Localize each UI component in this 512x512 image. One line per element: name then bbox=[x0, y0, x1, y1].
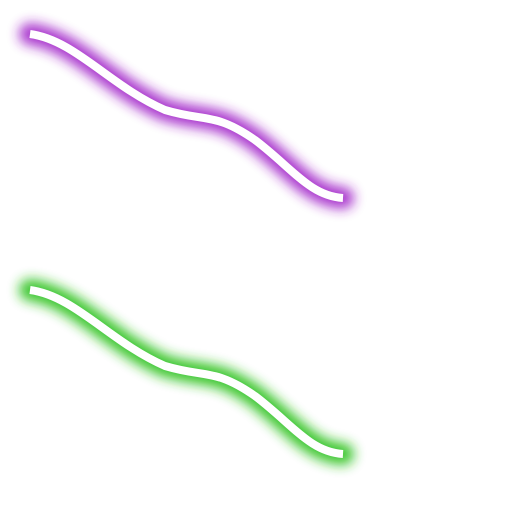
green-glow-core-line bbox=[29, 286, 344, 458]
purple-glow-stroke bbox=[19, 23, 354, 209]
green-glow-stroke bbox=[19, 279, 354, 465]
purple-glow-core-line bbox=[29, 30, 344, 202]
